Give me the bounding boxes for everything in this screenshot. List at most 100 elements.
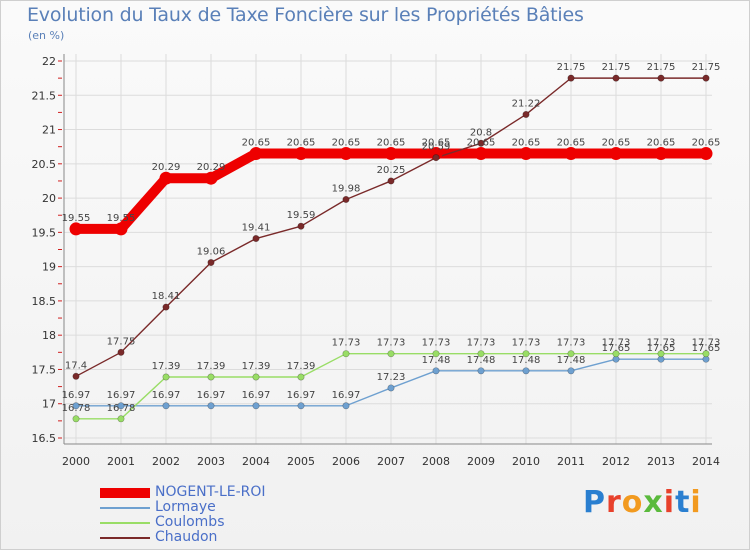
data-point-lormaye xyxy=(477,367,485,375)
data-label-nogent-le-roi: 20.65 xyxy=(512,138,541,149)
data-label-lormaye: 17.48 xyxy=(512,355,541,366)
y-tick-label: 19 xyxy=(42,261,56,274)
data-point-lormaye xyxy=(162,402,170,410)
legend-label: Coulombs xyxy=(155,514,225,530)
chart-title: Evolution du Taux de Taxe Foncière sur l… xyxy=(27,4,584,26)
data-label-chaudon: 19.59 xyxy=(287,210,316,221)
data-point-chaudon xyxy=(252,235,260,243)
data-point-nogent-le-roi xyxy=(519,147,533,161)
data-label-chaudon: 21.75 xyxy=(692,62,721,73)
grid xyxy=(64,54,712,444)
x-tick-label: 2012 xyxy=(602,455,630,468)
x-tick-label: 2005 xyxy=(287,455,315,468)
data-label-lormaye: 16.97 xyxy=(242,390,271,401)
axes: 16.5 17 17.5 18 18.5 19 19.5 20 20.5 21 21.5 22 2000… xyxy=(32,54,720,468)
data-point-chaudon xyxy=(567,74,575,82)
data-point-lormaye xyxy=(297,402,305,410)
legend-swatch-nogent xyxy=(100,487,150,498)
data-point-chaudon xyxy=(657,74,665,82)
x-tick-label: 2007 xyxy=(377,455,405,468)
data-point-nogent-le-roi xyxy=(609,147,623,161)
data-label-nogent-le-roi: 20.65 xyxy=(287,138,316,149)
x-tick-label: 2000 xyxy=(62,455,90,468)
data-label-nogent-le-roi: 20.65 xyxy=(602,138,631,149)
data-label-nogent-le-roi: 20.65 xyxy=(332,138,361,149)
data-label-coulombs: 17.73 xyxy=(647,338,676,349)
data-point-coulombs xyxy=(207,373,215,381)
data-label-nogent-le-roi: 20.65 xyxy=(647,138,676,149)
x-tick-label: 2003 xyxy=(197,455,225,468)
data-label-coulombs: 17.73 xyxy=(377,338,406,349)
data-point-lormaye xyxy=(342,402,350,410)
data-label-coulombs: 17.73 xyxy=(692,338,721,349)
data-point-nogent-le-roi xyxy=(699,147,713,161)
data-point-coulombs xyxy=(252,373,260,381)
x-tick-label: 2011 xyxy=(557,455,585,468)
data-point-coulombs xyxy=(657,350,665,358)
data-label-coulombs: 16.78 xyxy=(107,403,136,414)
data-point-coulombs xyxy=(432,350,440,358)
data-point-nogent-le-roi xyxy=(69,222,83,236)
data-label-chaudon: 21.75 xyxy=(602,62,631,73)
y-tick-label: 21 xyxy=(42,124,56,137)
data-point-nogent-le-roi xyxy=(339,147,353,161)
data-point-nogent-le-roi xyxy=(429,147,443,161)
data-point-nogent-le-roi xyxy=(384,147,398,161)
y-tick-label: 21.5 xyxy=(32,89,57,102)
data-point-chaudon xyxy=(477,139,485,147)
data-label-coulombs: 17.39 xyxy=(152,361,181,372)
data-point-nogent-le-roi xyxy=(159,171,173,185)
data-point-chaudon xyxy=(72,372,80,380)
data-label-lormaye: 16.97 xyxy=(197,390,226,401)
data-label-coulombs: 17.73 xyxy=(557,338,586,349)
data-point-coulombs xyxy=(117,415,125,423)
data-point-chaudon xyxy=(702,74,710,82)
legend-swatch-coulombs xyxy=(100,521,150,524)
data-label-coulombs: 17.39 xyxy=(242,361,271,372)
y-tick-label: 19.5 xyxy=(32,226,57,239)
data-point-chaudon xyxy=(207,259,215,267)
data-label-lormaye: 17.65 xyxy=(692,343,721,354)
x-tick-label: 2001 xyxy=(107,455,135,468)
data-label-chaudon: 20.59 xyxy=(422,142,451,153)
legend-item-lormaye: Lormaye xyxy=(100,499,340,515)
data-label-coulombs: 17.73 xyxy=(422,338,451,349)
logo-letter: P xyxy=(583,485,606,520)
data-label-lormaye: 16.97 xyxy=(62,390,91,401)
data-label-nogent-le-roi: 20.65 xyxy=(557,138,586,149)
logo-letter: x xyxy=(643,485,664,520)
data-point-chaudon xyxy=(522,110,530,118)
data-label-chaudon: 20.8 xyxy=(470,127,492,138)
data-label-chaudon: 19.98 xyxy=(332,183,361,194)
data-point-coulombs xyxy=(387,350,395,358)
data-label-coulombs: 17.73 xyxy=(602,338,631,349)
data-label-nogent-le-roi: 20.29 xyxy=(197,162,226,173)
logo-letter: r xyxy=(606,485,622,520)
data-label-coulombs: 17.73 xyxy=(512,338,541,349)
data-point-coulombs xyxy=(522,350,530,358)
data-point-lormaye xyxy=(387,384,395,392)
data-point-chaudon xyxy=(117,348,125,356)
data-label-coulombs: 17.39 xyxy=(287,361,316,372)
y-tick-label: 18.5 xyxy=(32,295,57,308)
logo-letter: i xyxy=(690,485,702,520)
data-point-chaudon xyxy=(612,74,620,82)
data-point-coulombs xyxy=(612,350,620,358)
data-point-chaudon xyxy=(297,222,305,230)
data-label-nogent-le-roi: 20.65 xyxy=(692,138,721,149)
legend-swatch-chaudon xyxy=(100,536,150,539)
legend-swatch-lormaye xyxy=(100,506,150,509)
x-tick-label: 2006 xyxy=(332,455,360,468)
y-tick-label: 20.5 xyxy=(32,158,57,171)
data-point-nogent-le-roi xyxy=(654,147,668,161)
y-tick-label: 22 xyxy=(42,55,56,68)
data-label-lormaye: 17.48 xyxy=(422,355,451,366)
x-tick-label: 2010 xyxy=(512,455,540,468)
x-tick-label: 2013 xyxy=(647,455,675,468)
y-tick-label: 18 xyxy=(42,329,56,342)
data-label-nogent-le-roi: 20.65 xyxy=(422,138,451,149)
data-label-lormaye: 16.97 xyxy=(107,390,136,401)
data-label-nogent-le-roi: 19.55 xyxy=(107,213,136,224)
y-tick-label: 20 xyxy=(42,192,56,205)
